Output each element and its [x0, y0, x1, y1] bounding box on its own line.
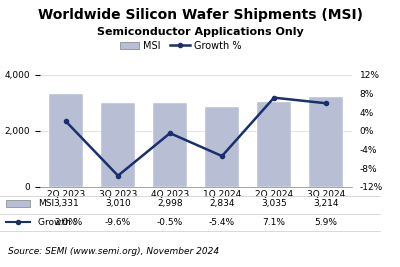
Text: 3,214: 3,214 [313, 199, 339, 208]
Legend: MSI, Growth %: MSI, Growth % [116, 37, 245, 55]
Text: 5.9%: 5.9% [314, 218, 338, 227]
Text: Semiconductor Applications Only: Semiconductor Applications Only [97, 27, 303, 37]
Text: 3,331: 3,331 [53, 199, 79, 208]
Text: Worldwide Silicon Wafer Shipments (MSI): Worldwide Silicon Wafer Shipments (MSI) [38, 8, 362, 22]
Text: 2.0%: 2.0% [54, 218, 78, 227]
Bar [309, 97, 343, 187]
Text: MSI: MSI [38, 199, 54, 208]
Text: Source: SEMI (www.semi.org), November 2024: Source: SEMI (www.semi.org), November 20… [8, 247, 219, 256]
Text: 2,998: 2,998 [157, 199, 183, 208]
Bar [101, 103, 135, 187]
Text: Growth %: Growth % [38, 218, 82, 227]
Text: -9.6%: -9.6% [105, 218, 131, 227]
Bar [205, 107, 239, 187]
Text: -0.5%: -0.5% [157, 218, 183, 227]
Text: 2,834: 2,834 [209, 199, 235, 208]
Bar [49, 93, 83, 187]
Bar [153, 103, 187, 187]
Bar [257, 102, 291, 187]
Text: 3,035: 3,035 [261, 199, 287, 208]
Text: 7.1%: 7.1% [262, 218, 286, 227]
Text: 3,010: 3,010 [105, 199, 131, 208]
Text: -5.4%: -5.4% [209, 218, 235, 227]
